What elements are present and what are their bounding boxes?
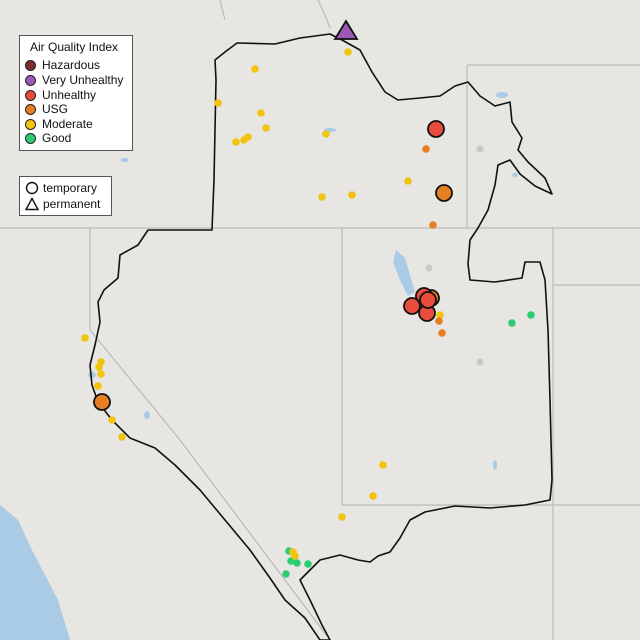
usg-swatch-icon (25, 103, 36, 115)
site-marker-moderate (369, 492, 377, 500)
site-marker-usg (435, 317, 443, 325)
site-marker-moderate (318, 193, 326, 201)
legend-label: temporary (43, 181, 98, 195)
site-marker-moderate (97, 370, 105, 378)
site-marker-moderate (118, 433, 126, 441)
site-marker-moderate (262, 124, 270, 132)
legend-item-usg: USG (25, 102, 68, 116)
hazardous-swatch-icon (25, 59, 36, 71)
site-marker-very-unhealthy-permanent (333, 19, 359, 40)
aqi-legend: Air Quality Index Hazardous Very Unhealt… (19, 35, 133, 151)
legend-label: Good (42, 131, 72, 145)
site-marker-gray (476, 358, 484, 366)
site-marker-moderate (94, 382, 102, 390)
moderate-swatch-icon (25, 118, 36, 130)
site-marker-moderate (379, 461, 387, 469)
aqi-legend-title: Air Quality Index (30, 40, 119, 54)
good-swatch-icon (25, 132, 36, 144)
legend-item-unhealthy: Unhealthy (25, 88, 96, 102)
site-marker-unhealthy-large (419, 291, 437, 309)
site-marker-good (293, 559, 301, 567)
circle-outline-icon (25, 181, 39, 195)
legend-label: permanent (43, 197, 101, 211)
site-marker-gray (476, 145, 484, 153)
site-marker-good (282, 570, 290, 578)
site-marker-moderate (338, 513, 346, 521)
legend-item-hazardous: Hazardous (25, 58, 100, 72)
site-marker-moderate (344, 48, 352, 56)
site-marker-moderate (108, 416, 116, 424)
legend-item-permanent: permanent (25, 197, 100, 211)
site-marker-good (508, 319, 516, 327)
site-marker-usg-large (93, 393, 111, 411)
monitor-type-legend: temporary permanent (19, 176, 112, 216)
site-marker-moderate (232, 138, 240, 146)
legend-item-moderate: Moderate (25, 117, 93, 131)
site-marker-moderate (81, 334, 89, 342)
site-marker-unhealthy-large (403, 297, 421, 315)
site-marker-moderate (244, 133, 252, 141)
unhealthy-swatch-icon (25, 89, 36, 101)
site-marker-moderate (95, 363, 103, 371)
site-marker-good (304, 560, 312, 568)
triangle-outline-icon (25, 197, 39, 211)
site-marker-usg-large (435, 184, 453, 202)
legend-item-temporary: temporary (25, 181, 97, 195)
site-marker-moderate (322, 130, 330, 138)
legend-label: Hazardous (42, 58, 101, 72)
site-marker-moderate (348, 191, 356, 199)
site-marker-moderate (404, 177, 412, 185)
legend-label: USG (42, 102, 69, 116)
legend-item-very-unhealthy: Very Unhealthy (25, 73, 123, 87)
legend-label: Moderate (42, 117, 93, 131)
large-site-markers[interactable] (93, 19, 453, 411)
usg-sites-small[interactable] (422, 145, 446, 337)
very-unhealthy-swatch-icon (25, 74, 36, 86)
region-boundary (89, 33, 553, 640)
site-marker-usg (422, 145, 430, 153)
site-marker-usg (429, 221, 437, 229)
site-marker-unhealthy-large (427, 120, 445, 138)
site-marker-moderate (291, 552, 299, 560)
legend-label: Very Unhealthy (42, 73, 124, 87)
site-marker-moderate (257, 109, 265, 117)
legend-label: Unhealthy (42, 88, 97, 102)
site-marker-good (527, 311, 535, 319)
moderate-sites[interactable] (81, 48, 444, 560)
site-marker-gray (425, 264, 433, 272)
site-marker-moderate (251, 65, 259, 73)
legend-item-good: Good (25, 131, 71, 145)
site-marker-moderate (436, 311, 444, 319)
site-marker-usg (438, 329, 446, 337)
ocean (0, 505, 70, 640)
no-data-sites (425, 145, 484, 366)
site-marker-moderate (214, 99, 222, 107)
